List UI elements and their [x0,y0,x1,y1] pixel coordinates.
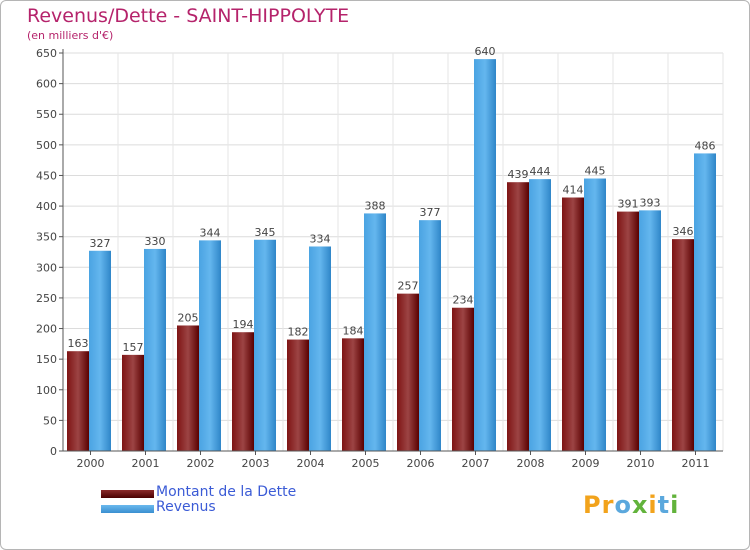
bar-debt [452,307,474,451]
data-label-revenue: 345 [255,226,276,239]
logo-letter: P [583,491,602,519]
data-label-debt: 391 [618,198,639,211]
y-tick-label: 200 [36,323,57,336]
bar-revenue [694,153,716,451]
y-tick-label: 250 [36,292,57,305]
bar-debt [672,239,694,451]
y-tick-label: 350 [36,231,57,244]
bar-revenue [474,59,496,451]
x-tick-label: 2004 [297,457,325,470]
x-tick-label: 2008 [517,457,545,470]
y-tick-label: 450 [36,169,57,182]
bar-revenue [309,246,331,451]
bar-debt [287,339,309,451]
x-tick-label: 2003 [242,457,270,470]
legend-swatch-revenue [101,505,154,513]
legend-label-revenue: Revenus [156,499,216,515]
bars-layer [67,59,716,452]
x-tick-label: 2011 [682,457,710,470]
data-label-revenue: 486 [695,139,716,152]
data-label-revenue: 327 [90,237,111,250]
bar-revenue [199,240,221,451]
proxiti-logo: Proxiti [583,491,679,519]
y-tick-label: 150 [36,353,57,366]
logo-letter: t [657,491,671,519]
data-label-debt: 414 [563,184,584,197]
data-label-debt: 184 [343,324,364,337]
bar-debt [67,351,89,451]
x-tick-label: 2005 [352,457,380,470]
logo-letter: o [614,491,632,519]
data-label-debt: 346 [673,225,694,238]
logo-letter: i [670,491,680,519]
bar-revenue [364,213,386,451]
data-label-debt: 163 [68,337,89,350]
logo-letter: x [631,491,649,519]
bar-debt [177,325,199,451]
bar-revenue [639,210,661,451]
bar-debt [617,211,639,451]
y-tick-label: 650 [36,47,57,60]
data-label-revenue: 388 [365,199,386,212]
x-tick-label: 2010 [627,457,655,470]
data-label-revenue: 445 [585,165,606,178]
bar-debt [122,354,144,451]
grid-layer [62,52,724,452]
logo-letter: i [648,491,658,519]
bar-revenue [254,239,276,451]
data-label-revenue: 330 [145,235,166,248]
data-label-debt: 257 [398,280,419,293]
y-tick-label: 400 [36,200,57,213]
bar-debt [507,182,529,451]
x-tick-label: 2009 [572,457,600,470]
chart-title: Revenus/Dette - SAINT-HIPPOLYTE [27,5,350,27]
y-tick-label: 0 [50,445,57,458]
x-tick-label: 2000 [77,457,105,470]
data-label-debt: 439 [508,168,529,181]
bar-debt [397,293,419,451]
bar-revenue [419,220,441,451]
data-label-revenue: 377 [420,206,441,219]
legend-swatch-debt [101,490,154,498]
data-label-revenue: 393 [640,196,661,209]
data-label-debt: 194 [233,318,254,331]
data-label-revenue: 444 [530,165,551,178]
legend-label-debt: Montant de la Dette [156,484,297,500]
y-tick-label: 600 [36,78,57,91]
x-tick-label: 2006 [407,457,435,470]
bar-debt [342,338,364,451]
y-tick-label: 550 [36,108,57,121]
chart-subtitle: (en milliers d'€) [27,29,114,42]
data-label-revenue: 334 [310,232,331,245]
bar-debt [232,332,254,451]
data-label-debt: 157 [123,341,144,354]
data-label-debt: 182 [288,326,309,339]
y-tick-label: 300 [36,261,57,274]
bar-debt [562,197,584,451]
y-tick-label: 100 [36,384,57,397]
bar-revenue [529,179,551,452]
x-tick-label: 2001 [132,457,160,470]
y-tick-label: 500 [36,139,57,152]
x-tick-label: 2007 [462,457,490,470]
bar-revenue [144,248,166,451]
data-label-revenue: 344 [200,226,221,239]
logo-letter: r [601,491,615,519]
x-tick-label: 2002 [187,457,215,470]
labels-layer: 163 327 157 330 205 344 194 345 182 334 184 388 257 3… [68,45,716,354]
bar-revenue [89,250,111,451]
y-tick-label: 50 [43,414,57,427]
data-label-revenue: 640 [475,45,496,58]
bar-revenue [584,178,606,451]
axis-layer: 0 50 100 150 200 250 300 350 400 450 500 550 600 650 2… [36,47,723,470]
data-label-debt: 205 [178,311,199,324]
data-label-debt: 234 [453,294,474,307]
